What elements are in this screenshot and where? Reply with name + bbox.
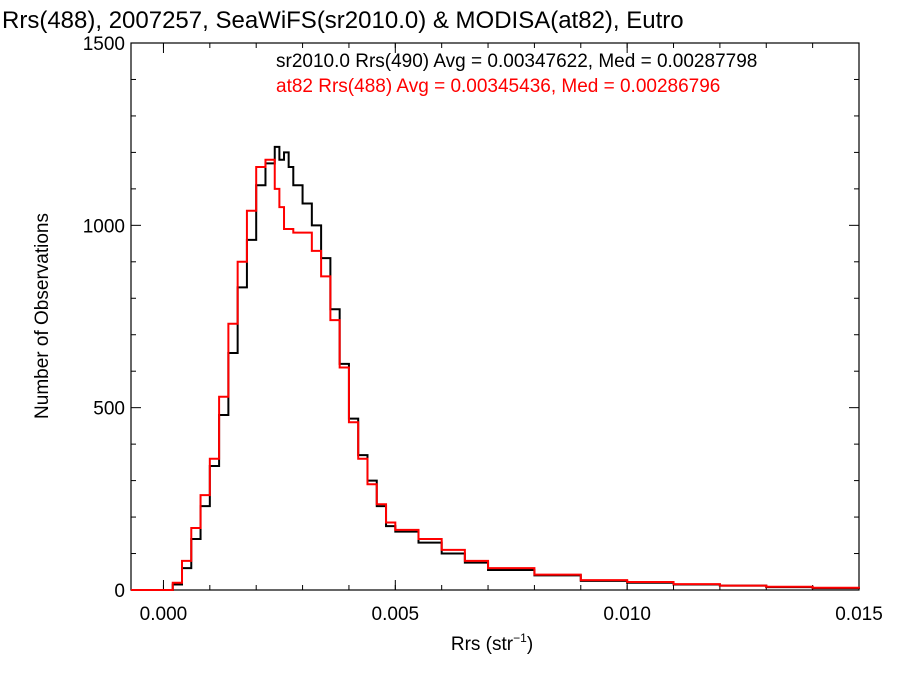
x-tick-label-2: 0.010 xyxy=(603,604,651,625)
y-axis-label: Number of Observations xyxy=(32,213,53,419)
plot-area: 0.000 0.005 0.010 0.015 0 500 1000 1500 xyxy=(83,34,883,625)
y-tick-label-0: 0 xyxy=(114,581,125,602)
x-axis-label-main: Rrs (str xyxy=(451,634,514,655)
series-lines xyxy=(131,145,860,591)
y-tick-label-2: 1000 xyxy=(83,216,125,237)
x-axis-label-sup: −1 xyxy=(513,631,527,645)
y-tick-label-3: 1500 xyxy=(83,34,125,55)
legend-entry-at82: at82 Rrs(488) Avg = 0.00345436, Med = 0.… xyxy=(276,76,720,97)
series-line-0 xyxy=(131,145,860,591)
x-tick-label-3: 0.015 xyxy=(835,604,883,625)
series-line-1 xyxy=(131,158,860,591)
x-tick-label-0: 0.000 xyxy=(140,604,188,625)
chart-title: Rrs(488), 2007257, SeaWiFS(sr2010.0) & M… xyxy=(2,7,684,34)
axis-ticks: 0.000 0.005 0.010 0.015 0 500 1000 1500 xyxy=(83,34,883,625)
plot-frame xyxy=(130,42,860,591)
x-axis-label: Rrs (str−1) xyxy=(451,631,533,655)
y-tick-label-1: 500 xyxy=(93,399,125,420)
legend: sr2010.0 Rrs(490) Avg = 0.00347622, Med … xyxy=(276,51,757,97)
legend-entry-sr2010: sr2010.0 Rrs(490) Avg = 0.00347622, Med … xyxy=(276,51,757,72)
x-axis-label-end: ) xyxy=(527,634,533,655)
x-tick-label-1: 0.005 xyxy=(372,604,420,625)
